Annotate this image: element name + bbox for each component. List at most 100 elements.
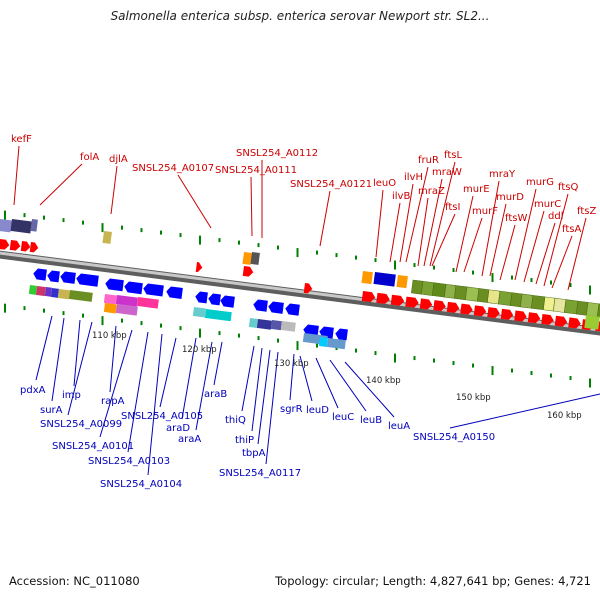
forward-gene-arrow[interactable]: [361, 291, 376, 303]
forward-gene-arrow[interactable]: [405, 296, 419, 309]
operon-gene-block[interactable]: [421, 281, 435, 296]
reverse-gene-arrow[interactable]: [174, 287, 180, 299]
gene-block[interactable]: [30, 219, 38, 232]
operon-gene-block[interactable]: [531, 295, 546, 311]
reverse-gene-arrow[interactable]: [105, 278, 124, 292]
upper-gene-label[interactable]: murG: [526, 177, 554, 188]
operon-gene-block[interactable]: [510, 292, 523, 308]
lower-gene-label[interactable]: SNSL254_A0099: [40, 419, 122, 430]
operon-gene-block[interactable]: [520, 293, 534, 309]
upper-gene-label[interactable]: murD: [496, 192, 524, 203]
lower-gene-label[interactable]: araA: [178, 434, 201, 445]
reverse-gene-arrow[interactable]: [285, 303, 300, 316]
gene-block[interactable]: [270, 320, 282, 331]
gene-block[interactable]: [0, 219, 12, 233]
lower-gene-label[interactable]: SNSL254_A0117: [219, 468, 301, 479]
operon-gene-block[interactable]: [477, 288, 490, 303]
lower-gene-label[interactable]: leuB: [360, 415, 382, 426]
reverse-gene-arrow[interactable]: [60, 271, 76, 284]
operon-gene-block[interactable]: [586, 302, 600, 317]
lower-gene-label[interactable]: araB: [204, 389, 227, 400]
gene-block[interactable]: [250, 251, 260, 265]
gene-block[interactable]: [192, 307, 206, 318]
forward-gene-arrow[interactable]: [376, 292, 390, 305]
operon-gene-block[interactable]: [597, 303, 600, 319]
lower-gene-label[interactable]: SNSL254_A0103: [88, 456, 170, 467]
upper-gene-label[interactable]: ftsA: [562, 224, 581, 235]
lower-gene-label[interactable]: SNSL254_A0101: [52, 441, 134, 452]
upper-gene-label[interactable]: murC: [534, 199, 561, 210]
upper-gene-label[interactable]: SNSL254_A0121: [290, 179, 372, 190]
gene-block[interactable]: [44, 287, 52, 297]
upper-gene-label[interactable]: ftsZ: [577, 206, 596, 217]
forward-gene-arrow[interactable]: [390, 294, 405, 307]
forward-gene-arrow[interactable]: [9, 240, 21, 251]
upper-gene-label[interactable]: fruR: [418, 155, 439, 166]
forward-gene-arrow[interactable]: [433, 300, 446, 312]
forward-gene-arrow[interactable]: [460, 303, 473, 315]
reverse-gene-arrow[interactable]: [76, 273, 99, 287]
upper-gene-label[interactable]: leuO: [373, 178, 396, 189]
operon-gene-block[interactable]: [454, 285, 468, 301]
upper-gene-label[interactable]: ftsW: [505, 213, 527, 224]
upper-gene-label[interactable]: mraY: [489, 169, 516, 180]
gene-block[interactable]: [373, 272, 396, 287]
lower-gene-label[interactable]: SNSL254_A0150: [413, 432, 495, 443]
reverse-gene-arrow[interactable]: [268, 301, 284, 314]
forward-gene-arrow[interactable]: [473, 305, 487, 317]
reverse-gene-arrow[interactable]: [220, 295, 235, 308]
lower-gene-label[interactable]: sgrR: [280, 404, 303, 415]
upper-gene-label[interactable]: ilvB: [392, 191, 410, 202]
operon-gene-block[interactable]: [487, 289, 501, 305]
reverse-gene-arrow[interactable]: [195, 291, 208, 304]
upper-gene-label[interactable]: SNSL254_A0107: [132, 163, 214, 174]
gene-block[interactable]: [318, 337, 328, 347]
upper-gene-label[interactable]: folA: [80, 152, 99, 163]
upper-gene-label[interactable]: mraW: [432, 167, 462, 178]
gene-block[interactable]: [256, 319, 272, 330]
gene-block[interactable]: [57, 289, 70, 300]
upper-gene-label[interactable]: ftsI: [445, 202, 460, 213]
lower-gene-label[interactable]: surA: [40, 405, 63, 416]
reverse-gene-arrow[interactable]: [166, 286, 183, 299]
gene-block[interactable]: [136, 296, 159, 309]
reverse-gene-arrow[interactable]: [124, 281, 143, 295]
reverse-gene-arrow[interactable]: [33, 268, 47, 281]
lower-gene-label[interactable]: rapA: [101, 396, 125, 407]
gene-block[interactable]: [326, 337, 346, 350]
operon-gene-block[interactable]: [465, 286, 480, 302]
forward-gene-arrow[interactable]: [487, 307, 500, 318]
upper-gene-label[interactable]: djlA: [109, 154, 128, 165]
forward-gene-arrow[interactable]: [242, 266, 254, 277]
reverse-gene-arrow[interactable]: [253, 299, 268, 312]
forward-gene-arrow[interactable]: [541, 313, 554, 325]
upper-gene-label[interactable]: SNSL254_A0112: [236, 148, 318, 159]
upper-gene-label[interactable]: ilvH: [404, 172, 423, 183]
forward-gene-arrow[interactable]: [20, 241, 31, 252]
upper-gene-label[interactable]: kefF: [11, 134, 32, 145]
forward-gene-arrow[interactable]: [303, 283, 313, 294]
gene-block[interactable]: [396, 275, 408, 289]
gene-block[interactable]: [115, 304, 138, 316]
gene-block[interactable]: [102, 230, 112, 244]
operon-gene-block[interactable]: [498, 290, 513, 306]
upper-gene-label[interactable]: ftsQ: [558, 182, 578, 193]
lower-gene-label[interactable]: leuC: [332, 412, 354, 423]
operon-gene-block[interactable]: [411, 279, 424, 295]
upper-gene-label[interactable]: mraZ: [418, 186, 445, 197]
lower-gene-label[interactable]: pdxA: [20, 385, 46, 396]
gene-block[interactable]: [115, 295, 138, 307]
forward-gene-arrow[interactable]: [419, 298, 433, 310]
upper-gene-label[interactable]: ddl: [548, 211, 563, 222]
lower-gene-label[interactable]: tbpA: [242, 448, 266, 459]
lower-gene-label[interactable]: leuD: [306, 405, 329, 416]
gene-block[interactable]: [361, 271, 373, 285]
gene-block[interactable]: [103, 293, 117, 305]
forward-gene-arrow[interactable]: [514, 310, 527, 322]
gene-block[interactable]: [68, 290, 93, 302]
forward-gene-arrow[interactable]: [29, 242, 39, 253]
upper-gene-label[interactable]: murE: [463, 184, 490, 195]
forward-gene-arrow[interactable]: [527, 312, 541, 324]
operon-gene-block[interactable]: [576, 300, 589, 316]
